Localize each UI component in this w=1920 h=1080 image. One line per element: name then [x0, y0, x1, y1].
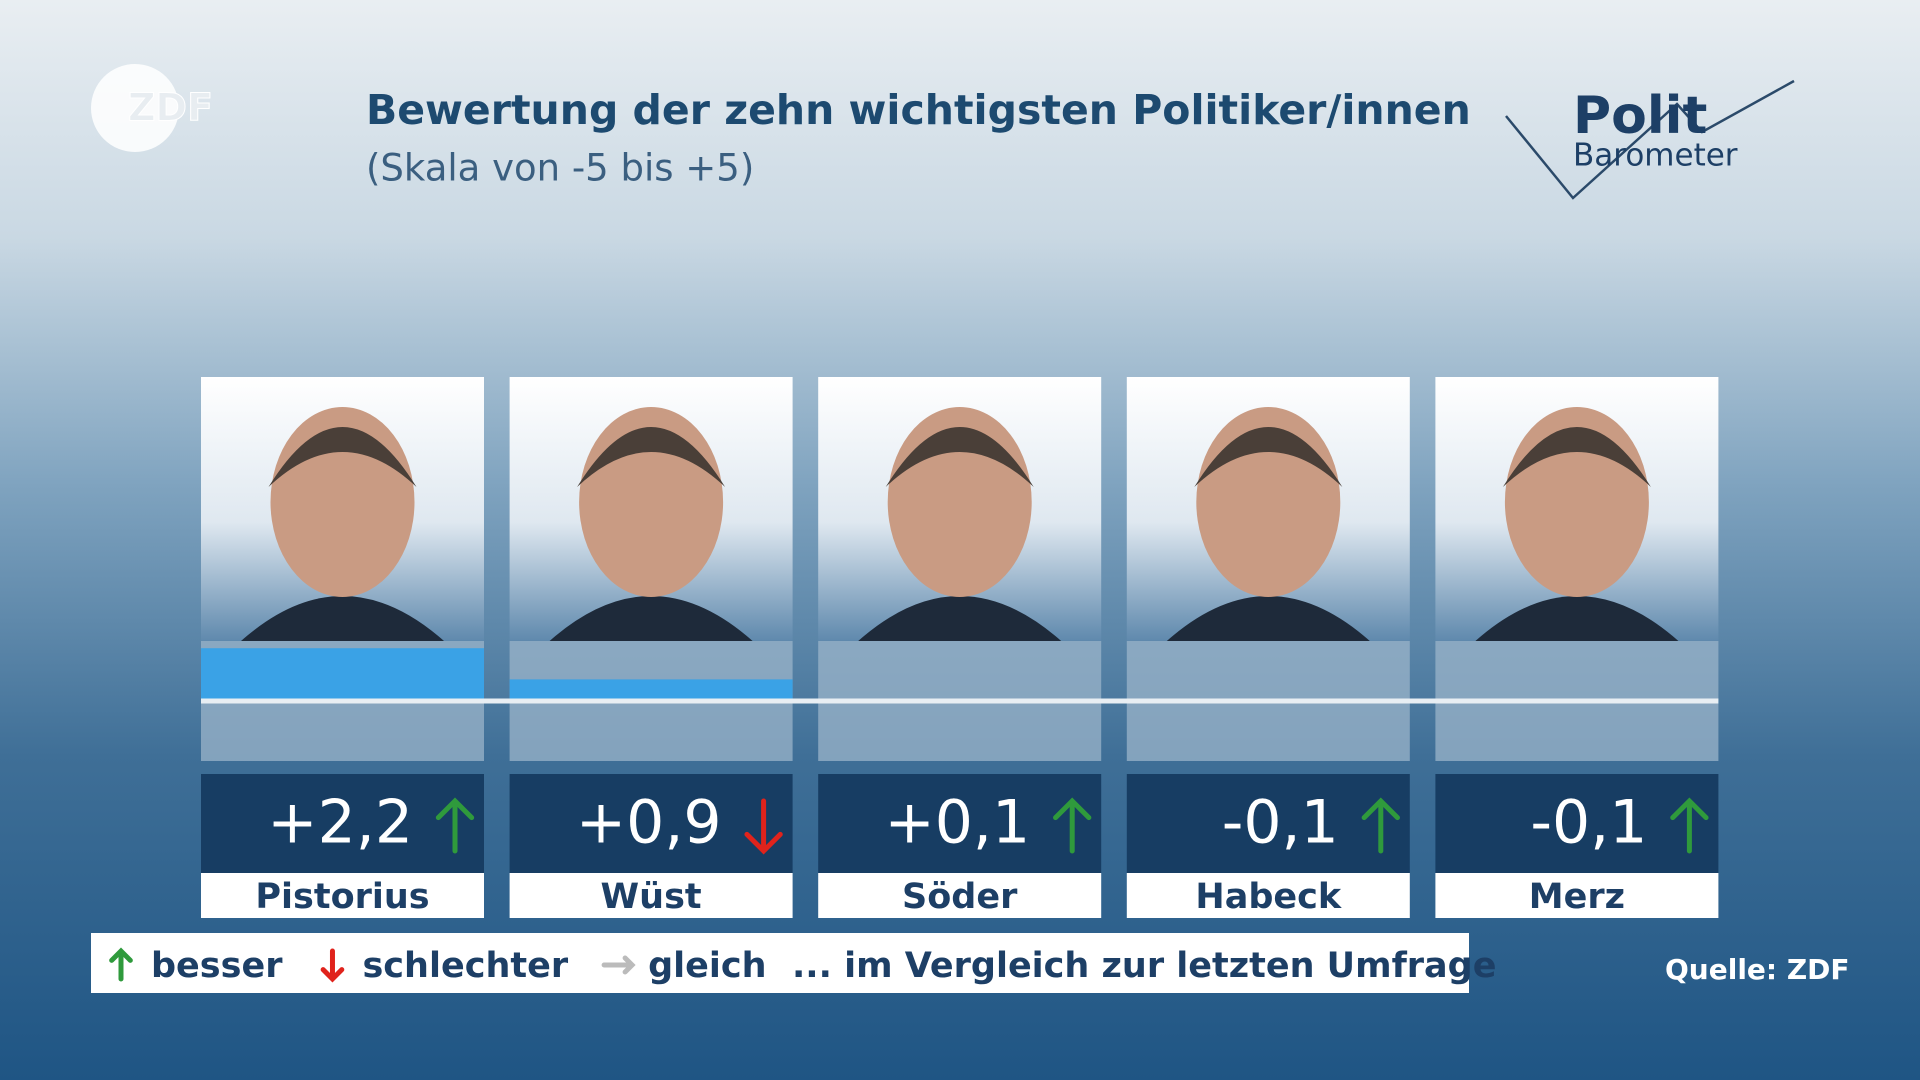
source: Quelle: ZDF: [1665, 953, 1850, 986]
x-tick-label: Söder: [902, 877, 1018, 917]
photo-shoulders: [858, 596, 1062, 641]
legend-label: schlechter: [362, 946, 568, 986]
value-label: -0,1: [1222, 788, 1339, 858]
chart-subtitle: (Skala von -5 bis +5): [366, 147, 754, 190]
photo-hair: [268, 427, 417, 487]
name-box: [818, 873, 1102, 918]
arrow-shape: [320, 948, 345, 983]
photo-hair: [1502, 427, 1651, 487]
x-tick-label: Habeck: [1195, 877, 1341, 917]
trend-arrow: [320, 948, 345, 983]
value-label: +2,2: [267, 788, 413, 858]
value-box: [509, 774, 793, 873]
value-box: [1126, 774, 1410, 873]
photo-shoulders: [1166, 596, 1370, 641]
logo-circle: [91, 64, 179, 152]
value-box: [1435, 774, 1719, 873]
legend-label: besser: [151, 946, 283, 986]
value-label: +0,9: [576, 788, 722, 858]
trend-arrow: [744, 798, 783, 855]
bar: [201, 648, 484, 701]
trend-arrow: [601, 955, 636, 975]
x-tick-label: Merz: [1529, 877, 1625, 917]
x-tick-label: Pistorius: [255, 877, 429, 917]
trend-arrow: [1053, 797, 1092, 854]
chart-title: Bewertung der zehn wichtigsten Politiker…: [366, 86, 1471, 134]
legend-label: gleich: [648, 946, 766, 986]
arrow-shape: [1670, 797, 1709, 854]
arrow-shape: [1053, 797, 1092, 854]
name-box: [1126, 873, 1410, 918]
arrow-shape: [1361, 797, 1400, 854]
value-box: [201, 774, 484, 873]
trend-arrow: [109, 947, 133, 982]
value-label: +0,1: [884, 788, 1030, 858]
photo-hair: [577, 427, 726, 487]
trend-arrow: [1670, 797, 1709, 854]
brand-top: Polit: [1573, 86, 1707, 146]
trend-arrow: [1361, 797, 1400, 854]
name-box: [201, 873, 484, 918]
name-box: [509, 873, 793, 918]
arrow-shape: [744, 798, 783, 855]
value-label: -0,1: [1530, 788, 1647, 858]
arrow-shape: [109, 947, 133, 982]
value-box: [818, 774, 1102, 873]
photo-shoulders: [549, 596, 753, 641]
arrow-shape: [435, 797, 475, 854]
brand-line: [1505, 79, 1795, 200]
photo-shoulders: [1475, 596, 1679, 641]
name-box: [1435, 873, 1719, 918]
x-tick-label: Wüst: [601, 877, 702, 917]
bar: [509, 679, 793, 701]
brand-bottom: Barometer: [1573, 138, 1738, 174]
legend-box: [91, 933, 1469, 993]
photo-hair: [1194, 427, 1343, 487]
legend-note: ... im Vergleich zur letzten Umfrage: [792, 946, 1496, 986]
logo-text: ZDF: [128, 86, 213, 130]
photo-hair: [885, 427, 1034, 487]
photo-shoulders: [241, 596, 444, 641]
trend-arrow: [435, 797, 475, 854]
arrow-shape: [601, 955, 636, 975]
